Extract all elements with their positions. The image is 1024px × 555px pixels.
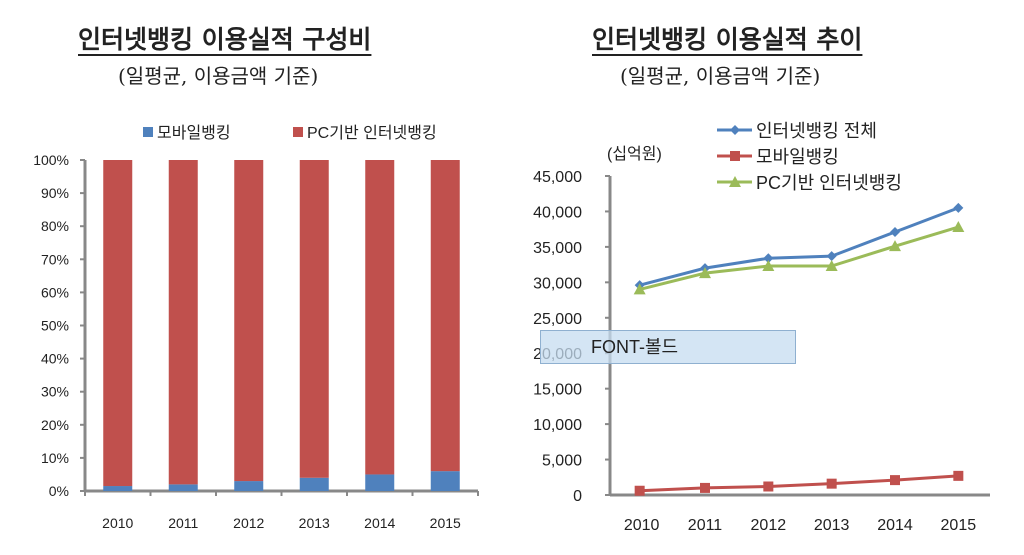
bar-chart-subtitle: (일평균, 이용금액 기준): [118, 64, 319, 88]
y-tick-label: 35,000: [533, 240, 582, 257]
y-tick-label: 10%: [41, 450, 69, 466]
y-tick-label: 0: [573, 488, 582, 505]
diamond-marker: [730, 125, 740, 135]
y-axis-label: (십억원): [607, 145, 662, 163]
x-tick-label: 2014: [364, 515, 395, 531]
y-tick-label: 70%: [41, 251, 69, 267]
x-tick-label: 2012: [233, 515, 264, 531]
line-chart-subtitle: (일평균, 이용금액 기준): [620, 64, 821, 88]
bar-segment: [168, 484, 198, 491]
legend-swatch: [293, 127, 303, 137]
legend-label: PC기반 인터넷뱅킹: [756, 173, 902, 193]
square-marker: [730, 151, 740, 161]
bar-segment: [299, 160, 329, 478]
y-tick-label: 5,000: [542, 453, 582, 470]
y-tick-label: 30,000: [533, 275, 582, 292]
legend-label: 인터넷뱅킹 전체: [756, 121, 877, 141]
x-tick-label: 2013: [814, 517, 850, 534]
y-tick-label: 45,000: [533, 169, 582, 186]
x-tick-label: 2015: [941, 517, 977, 534]
x-tick-label: 2010: [102, 515, 133, 531]
series-1: [634, 470, 964, 496]
legend-label: 모바일뱅킹: [756, 147, 839, 167]
x-tick-label: 2010: [624, 517, 660, 534]
bar-segment: [234, 160, 264, 482]
bar-segment: [103, 160, 133, 487]
series-line: [639, 206, 959, 287]
y-tick-label: 15,000: [533, 382, 582, 399]
y-tick-label: 20%: [41, 417, 69, 433]
legend-label: PC기반 인터넷뱅킹: [307, 124, 437, 142]
line-chart-title: 인터넷뱅킹 이용실적 추이: [592, 25, 863, 54]
square-marker: [700, 482, 710, 493]
bar-segment: [365, 160, 395, 475]
triangle-marker: [889, 240, 901, 252]
square-marker: [763, 481, 774, 492]
y-tick-label: 90%: [41, 185, 69, 201]
series-2: [633, 221, 965, 295]
square-marker: [953, 470, 964, 481]
triangle-marker: [729, 176, 741, 187]
bar-segment: [168, 160, 198, 485]
x-tick-label: 2011: [688, 517, 723, 534]
y-tick-label: 25,000: [533, 311, 582, 328]
bar-segment: [103, 486, 133, 491]
y-tick-label: 0%: [49, 483, 69, 499]
bar-segment: [430, 471, 460, 491]
y-tick-label: 40%: [41, 351, 69, 367]
legend-swatch: [143, 127, 153, 137]
square-marker: [890, 475, 900, 486]
bar-segment: [234, 481, 264, 491]
y-tick-label: 50%: [41, 318, 69, 334]
triangle-marker: [762, 260, 775, 272]
triangle-marker: [633, 283, 646, 295]
diamond-marker: [953, 202, 964, 213]
x-tick-label: 2013: [299, 515, 330, 531]
x-tick-label: 2011: [168, 515, 198, 531]
x-tick-label: 2012: [751, 517, 787, 534]
y-tick-label: 80%: [41, 218, 69, 234]
y-tick-label: 40,000: [533, 204, 582, 221]
y-tick-label: 60%: [41, 284, 69, 300]
tooltip: FONT-볼드: [540, 330, 796, 364]
triangle-marker: [825, 260, 838, 272]
diamond-marker: [826, 251, 837, 262]
bar-segment: [299, 477, 329, 491]
square-marker: [826, 478, 837, 489]
bar-segment: [430, 160, 460, 472]
diamond-marker: [890, 227, 900, 238]
legend-label: 모바일뱅킹: [157, 124, 231, 142]
x-tick-label: 2014: [877, 517, 913, 534]
series-line: [639, 225, 959, 291]
y-tick-label: 100%: [33, 152, 69, 168]
diamond-marker: [763, 253, 774, 264]
y-tick-label: 10,000: [533, 417, 582, 434]
bar-segment: [365, 474, 395, 491]
triangle-marker: [699, 267, 711, 279]
series-line: [639, 474, 959, 493]
triangle-marker: [952, 221, 965, 233]
bar-chart-title: 인터넷뱅킹 이용실적 구성비: [78, 25, 372, 54]
x-tick-label: 2015: [430, 515, 461, 531]
y-tick-label: 30%: [41, 384, 69, 400]
square-marker: [634, 485, 645, 496]
